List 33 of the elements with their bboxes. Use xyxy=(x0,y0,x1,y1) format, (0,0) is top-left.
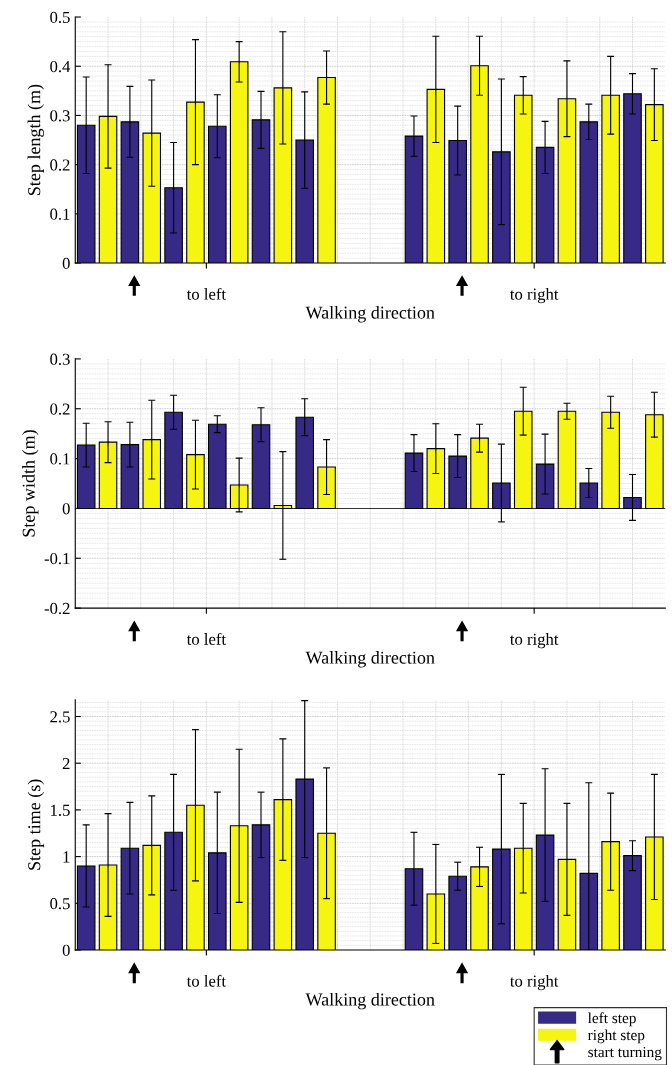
y-tick-label: 2 xyxy=(62,757,70,769)
y-tick-label: 0 xyxy=(62,503,70,515)
y-tick-label: -0.2 xyxy=(44,602,70,615)
x-axis-title: Walking direction xyxy=(305,305,435,323)
y-tick-label: 0.4 xyxy=(50,60,71,73)
y-tick-label: 2.5 xyxy=(50,711,70,723)
y-tick-label: 0 xyxy=(62,257,70,269)
x-axis-title: Walking direction xyxy=(305,992,435,1010)
x-axis-title: Walking direction xyxy=(305,651,435,668)
y-tick-label: 1.5 xyxy=(51,804,70,816)
text: start turning xyxy=(588,1046,662,1061)
text: to right xyxy=(510,288,559,304)
text: to left xyxy=(186,287,226,300)
y-tick-label: -0.1 xyxy=(44,552,70,565)
text: to left xyxy=(186,632,226,645)
legend-label: left step xyxy=(587,1012,636,1027)
text: to right xyxy=(510,974,559,991)
y-axis-title: Step time (s) xyxy=(27,779,45,870)
text: to left xyxy=(186,974,226,987)
y-tick-label: 0.5 xyxy=(50,11,70,24)
legend-label: right step xyxy=(587,1029,645,1044)
y-tick-label: 0.1 xyxy=(50,453,70,465)
text: to right xyxy=(510,633,559,649)
y-tick-label: 0.2 xyxy=(50,159,70,171)
y-tick-label: 0.1 xyxy=(50,208,70,220)
y-tick-label: 0.3 xyxy=(50,110,70,122)
y-axis-title: Step width (m) xyxy=(22,430,39,537)
y-axis-title: Step length (m) xyxy=(27,84,45,195)
y-tick-label: 0 xyxy=(62,944,70,956)
y-tick-label: 0.5 xyxy=(50,897,70,910)
y-tick-label: 1 xyxy=(63,851,70,863)
y-tick-label: 0.2 xyxy=(50,403,70,415)
y-tick-label: 0.3 xyxy=(50,353,70,365)
